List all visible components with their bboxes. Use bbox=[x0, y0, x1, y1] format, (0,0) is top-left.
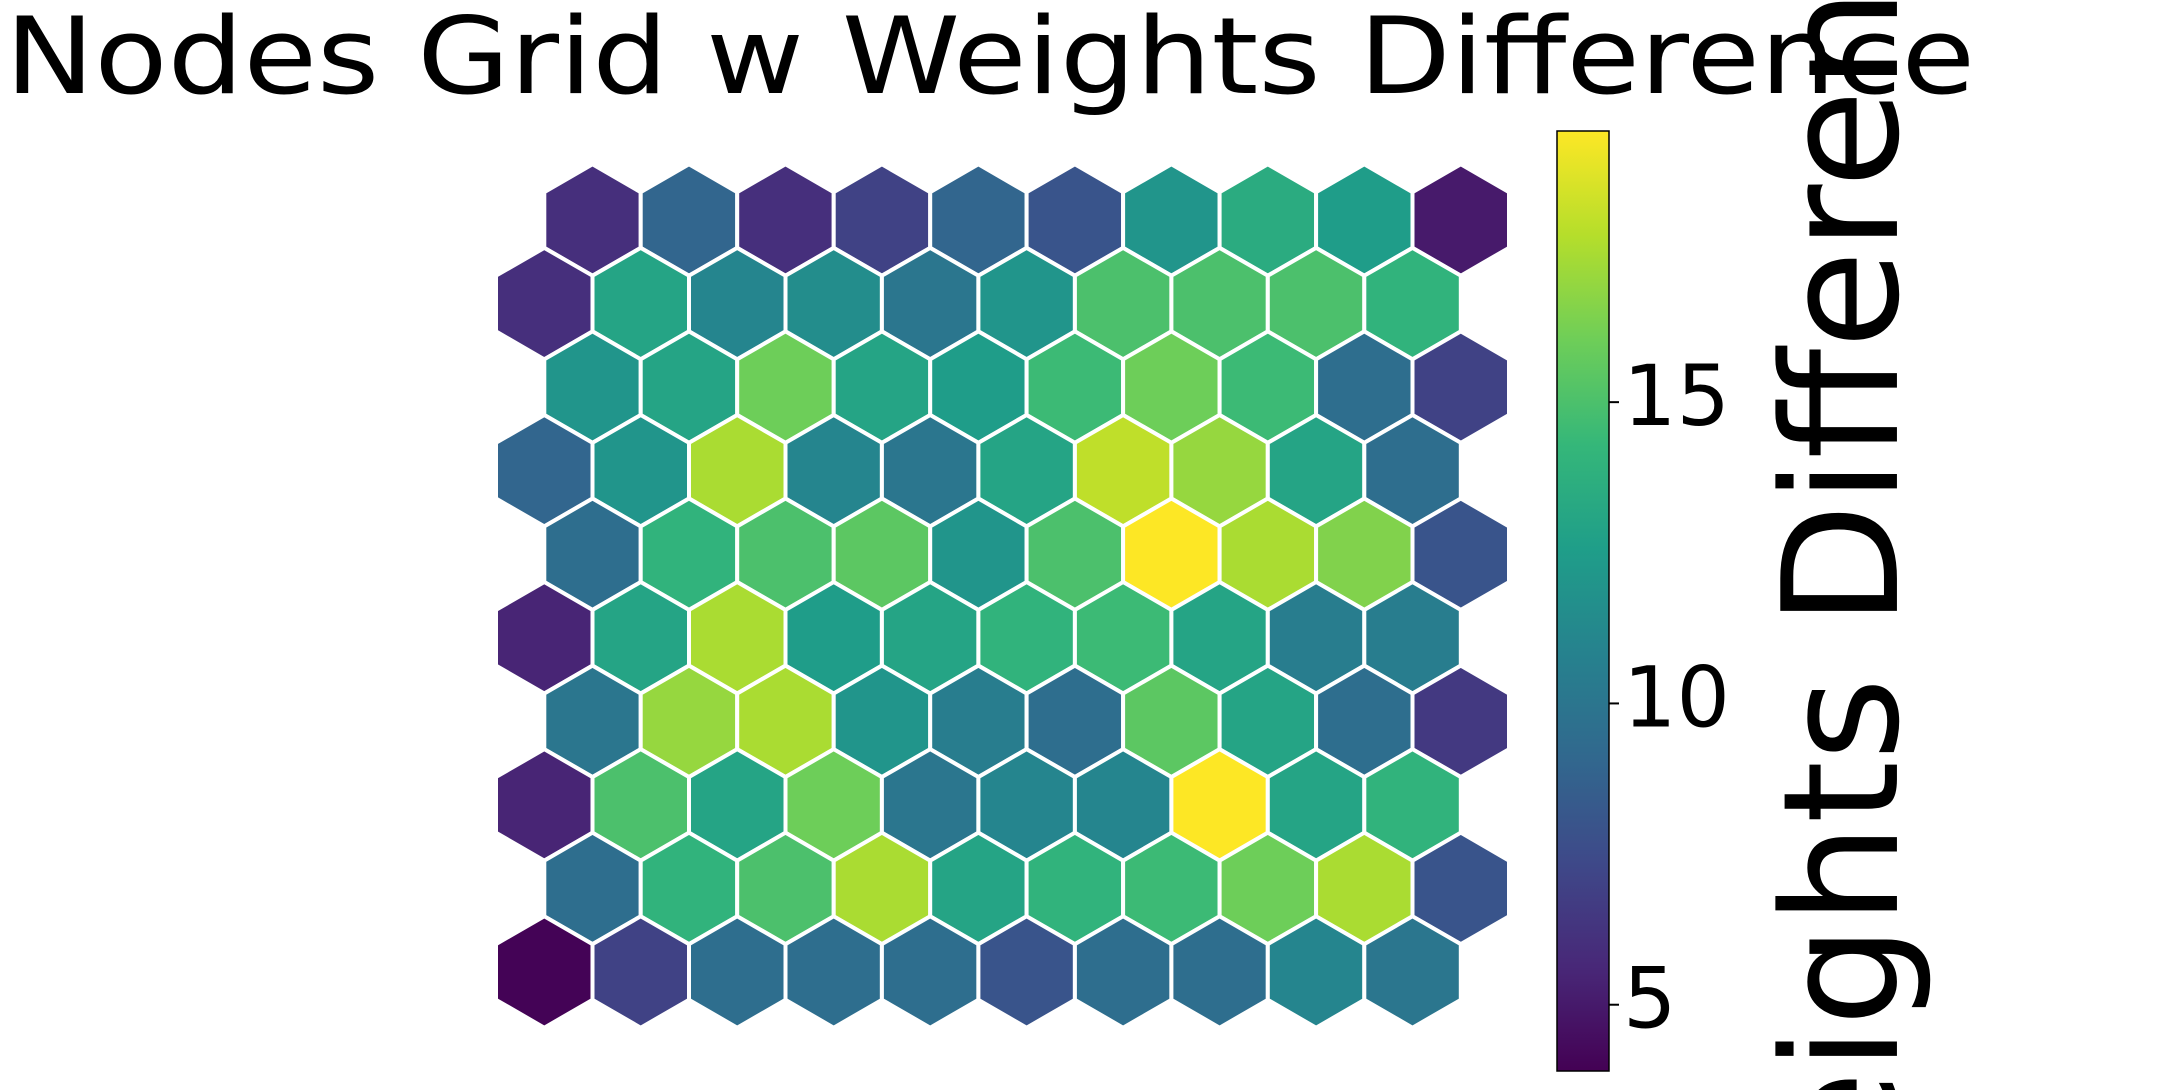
colorbar-label: Weights Difference bbox=[1748, 0, 1935, 1090]
chart-title: Nodes Grid w Weights Difference bbox=[5, 0, 1975, 118]
colorbar-tick-label: 10 bbox=[1623, 648, 1730, 746]
colorbar bbox=[1556, 130, 1610, 1072]
colorbar-tick-label: 15 bbox=[1623, 347, 1730, 445]
colorbar-tick-label: 5 bbox=[1623, 950, 1676, 1048]
hex-cell bbox=[1362, 913, 1463, 1031]
